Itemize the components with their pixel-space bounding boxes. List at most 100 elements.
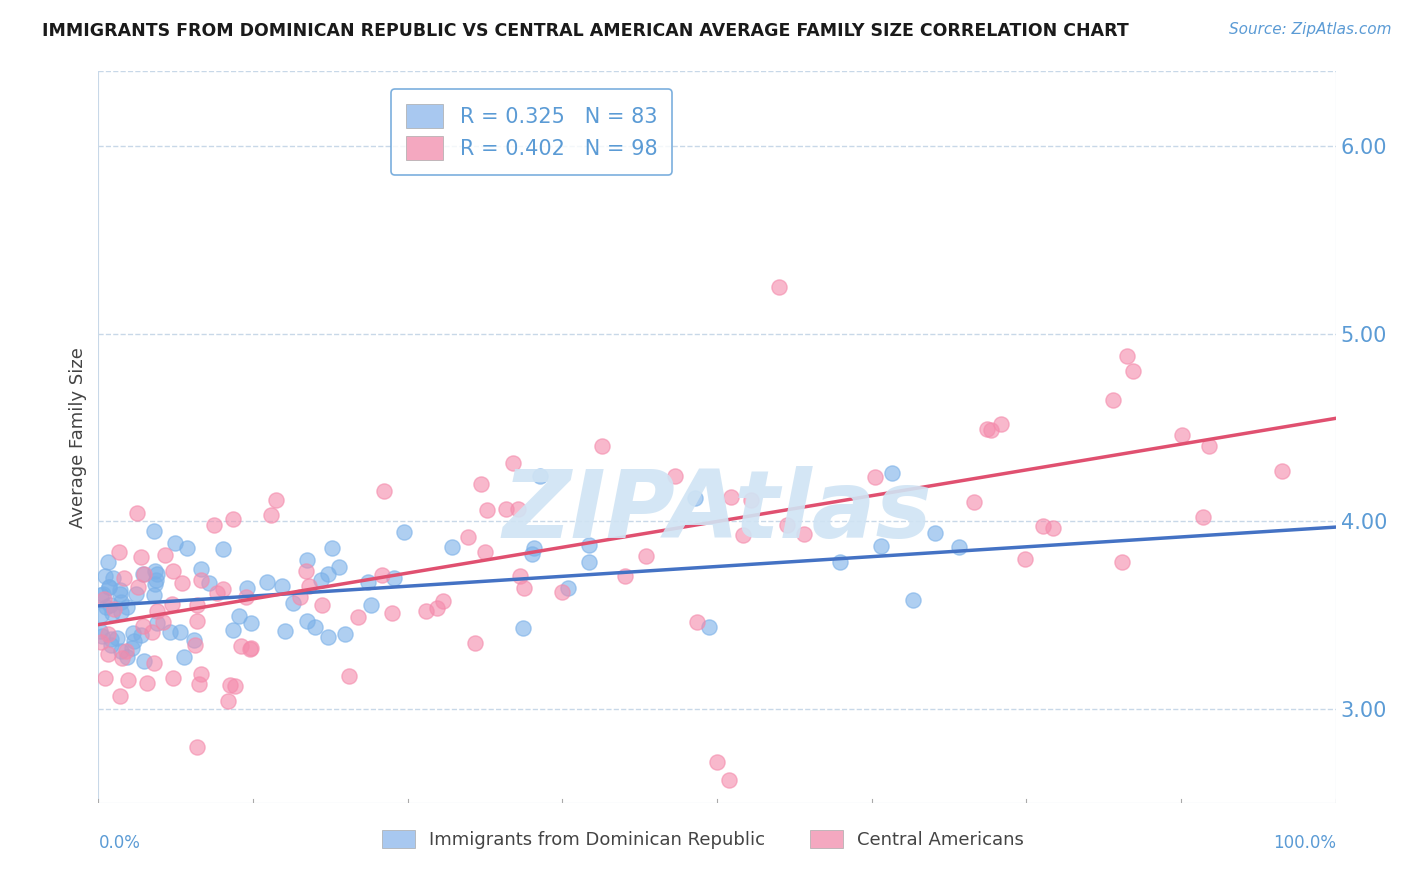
- Point: [110, 595, 132, 609]
- Point: [190, 561, 212, 575]
- Point: [143, 577, 166, 591]
- Point: [440, 540, 463, 554]
- Point: [990, 417, 1012, 432]
- Point: [1271, 464, 1294, 478]
- Point: [103, 602, 125, 616]
- Point: [1031, 518, 1053, 533]
- Point: [256, 575, 278, 590]
- Point: [98, 598, 121, 612]
- Point: [316, 566, 339, 581]
- Point: [426, 600, 449, 615]
- Point: [1198, 438, 1220, 452]
- Text: Source: ZipAtlas.com: Source: ZipAtlas.com: [1229, 22, 1392, 37]
- Point: [793, 527, 815, 541]
- Point: [720, 491, 742, 505]
- Point: [162, 597, 184, 611]
- Point: [142, 524, 165, 539]
- Point: [683, 491, 706, 505]
- Point: [295, 553, 318, 567]
- Point: [373, 484, 395, 499]
- Point: [768, 280, 790, 294]
- Point: [129, 628, 152, 642]
- Point: [152, 615, 174, 629]
- Point: [828, 555, 851, 569]
- Point: [222, 624, 245, 638]
- Point: [1121, 364, 1143, 378]
- Point: [357, 575, 380, 590]
- Point: [271, 579, 294, 593]
- Point: [281, 596, 304, 610]
- Point: [108, 586, 131, 600]
- Point: [217, 694, 239, 708]
- Point: [100, 632, 122, 647]
- Point: [110, 644, 132, 658]
- Point: [146, 616, 169, 631]
- Text: IMMIGRANTS FROM DOMINICAN REPUBLIC VS CENTRAL AMERICAN AVERAGE FAMILY SIZE CORRE: IMMIGRANTS FROM DOMINICAN REPUBLIC VS CE…: [42, 22, 1129, 40]
- Point: [143, 564, 166, 578]
- Point: [91, 587, 114, 601]
- Point: [219, 678, 242, 692]
- Point: [776, 517, 799, 532]
- Point: [316, 631, 339, 645]
- Point: [474, 544, 496, 558]
- Point: [101, 607, 124, 621]
- Point: [124, 633, 146, 648]
- Point: [578, 555, 600, 569]
- Point: [337, 669, 360, 683]
- Point: [146, 604, 169, 618]
- Point: [90, 588, 112, 602]
- Point: [132, 566, 155, 581]
- Point: [186, 598, 208, 612]
- Point: [235, 591, 257, 605]
- Point: [108, 690, 131, 704]
- Point: [865, 470, 887, 484]
- Point: [184, 638, 207, 652]
- Point: [321, 541, 343, 556]
- Point: [97, 626, 120, 640]
- Point: [169, 625, 191, 640]
- Point: [89, 624, 111, 639]
- Point: [347, 610, 370, 624]
- Text: 0.0%: 0.0%: [98, 834, 141, 852]
- Point: [557, 581, 579, 595]
- Point: [382, 571, 405, 585]
- Point: [224, 679, 246, 693]
- Point: [173, 650, 195, 665]
- Point: [145, 573, 167, 587]
- Point: [432, 594, 454, 608]
- Point: [90, 634, 112, 648]
- Point: [142, 656, 165, 670]
- Text: 100.0%: 100.0%: [1272, 834, 1336, 852]
- Point: [132, 566, 155, 581]
- Point: [105, 631, 128, 645]
- Point: [141, 624, 163, 639]
- Point: [186, 739, 208, 754]
- Point: [94, 569, 117, 583]
- Point: [159, 624, 181, 639]
- Point: [132, 619, 155, 633]
- Point: [591, 440, 613, 454]
- Point: [212, 582, 235, 597]
- Point: [94, 671, 117, 685]
- Point: [924, 526, 946, 541]
- Point: [121, 641, 143, 656]
- Point: [1111, 555, 1133, 569]
- Point: [93, 591, 115, 606]
- Point: [1116, 349, 1139, 363]
- Point: [117, 673, 139, 687]
- Point: [381, 606, 404, 620]
- Point: [328, 560, 350, 574]
- Point: [211, 541, 233, 556]
- Point: [131, 550, 153, 565]
- Point: [1192, 509, 1215, 524]
- Point: [103, 571, 125, 585]
- Point: [127, 507, 149, 521]
- Point: [506, 502, 529, 516]
- Point: [163, 536, 186, 550]
- Point: [162, 564, 184, 578]
- Point: [697, 620, 720, 634]
- Point: [634, 549, 657, 563]
- Point: [110, 605, 132, 619]
- Point: [135, 675, 157, 690]
- Point: [509, 569, 531, 583]
